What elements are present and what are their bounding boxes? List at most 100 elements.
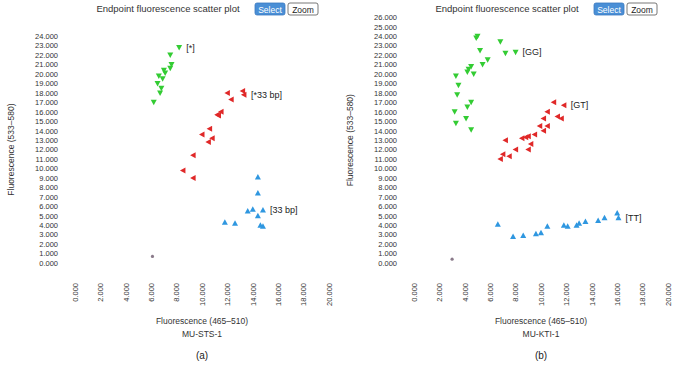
y-tick-label: 18.000 <box>35 89 58 98</box>
y-tick-label: 2.000 <box>39 240 58 249</box>
y-tick-label: 16.000 <box>374 108 397 117</box>
point <box>471 72 477 78</box>
y-tick-label: 22.000 <box>35 51 58 60</box>
x-tick-label: 12.000 <box>223 283 232 306</box>
point <box>533 231 539 237</box>
point <box>151 100 157 106</box>
x-tick-label: 2.000 <box>435 283 444 302</box>
x-tick-label: 18.000 <box>638 283 647 306</box>
point <box>463 116 469 122</box>
point <box>473 36 479 42</box>
y-tick-label: 14.000 <box>35 127 58 136</box>
button[interactable]: Zoom <box>631 5 653 15</box>
y-tick-label: 21.000 <box>35 60 58 69</box>
y-tick-label: 20.000 <box>374 70 397 79</box>
subtitle: MU-KTI-1 <box>523 329 560 339</box>
x-tick-label: 16.000 <box>613 283 622 306</box>
point <box>260 207 266 213</box>
x-tick-label: 14.000 <box>249 283 258 306</box>
cluster-label: [GG] <box>523 47 542 57</box>
button-bg[interactable] <box>255 3 285 15</box>
point <box>561 102 567 108</box>
x-tick-label: 0.000 <box>410 283 419 302</box>
point <box>614 210 620 216</box>
point <box>455 83 461 89</box>
point <box>497 156 503 162</box>
x-tick-label: 8.000 <box>511 283 520 302</box>
y-tick-label: 23.000 <box>374 41 397 50</box>
y-tick-label: 7.000 <box>378 193 397 202</box>
x-tick-label: 16.000 <box>274 283 283 306</box>
point <box>250 206 256 212</box>
point <box>167 53 173 59</box>
button-bg[interactable] <box>594 3 624 15</box>
series <box>151 45 182 105</box>
y-tick-label: 10.000 <box>35 164 58 173</box>
y-tick-label: 17.000 <box>374 98 397 107</box>
point <box>228 97 234 103</box>
point <box>255 213 261 219</box>
point <box>485 57 491 63</box>
x-axis-label: Fluorescence (465–510) <box>495 316 587 326</box>
point <box>541 128 547 134</box>
point <box>190 175 196 181</box>
x-tick-label: 6.000 <box>147 283 156 302</box>
y-tick-label: 20.000 <box>35 70 58 79</box>
point <box>477 48 483 54</box>
y-tick-label: 7.000 <box>39 193 58 202</box>
point <box>190 152 196 158</box>
point <box>551 99 557 105</box>
x-tick-label: 8.000 <box>172 283 181 302</box>
button[interactable]: Select <box>258 5 282 15</box>
y-tick-label: 17.000 <box>35 98 58 107</box>
cluster-label: [*33 bp] <box>251 90 282 100</box>
point <box>452 109 458 115</box>
y-tick-label: 26.000 <box>374 13 397 22</box>
series <box>452 34 519 133</box>
button[interactable]: Select <box>597 5 621 15</box>
cluster-label: [TT] <box>625 213 641 223</box>
x-tick-label: 10.000 <box>537 283 546 306</box>
cluster-label: [GT] <box>571 100 589 110</box>
point <box>151 255 154 258</box>
y-tick-label: 9.000 <box>378 174 397 183</box>
cluster-label: [*] <box>186 43 195 53</box>
y-tick-label: 5.000 <box>39 212 58 221</box>
point <box>464 105 470 111</box>
y-tick-label: 6.000 <box>39 202 58 211</box>
point <box>519 135 525 141</box>
y-tick-label: 12.000 <box>374 145 397 154</box>
title: Endpoint fluorescence scatter plot <box>96 3 239 14</box>
y-tick-label: 21.000 <box>374 60 397 69</box>
panel-label: (a) <box>196 350 208 361</box>
y-tick-label: 19.000 <box>374 79 397 88</box>
point <box>513 50 519 56</box>
x-tick-label: 2.000 <box>96 283 105 302</box>
point <box>454 92 460 98</box>
point <box>510 234 516 240</box>
cluster-label: [33 bp] <box>270 205 298 215</box>
point <box>480 62 486 68</box>
y-tick-label: 1.000 <box>39 249 58 258</box>
y-tick-label: 6.000 <box>378 202 397 211</box>
point <box>180 167 186 173</box>
x-tick-label: 4.000 <box>461 283 470 302</box>
point <box>506 153 512 159</box>
y-tick-label: 18.000 <box>374 89 397 98</box>
point <box>502 51 508 57</box>
y-tick-label: 0.000 <box>378 259 397 268</box>
point <box>158 86 164 92</box>
button[interactable]: Zoom <box>292 5 314 15</box>
point <box>222 219 228 225</box>
y-tick-label: 3.000 <box>378 230 397 239</box>
y-tick-label: 15.000 <box>374 117 397 126</box>
y-tick-label: 22.000 <box>374 51 397 60</box>
point <box>157 90 163 96</box>
y-tick-label: 1.000 <box>378 249 397 258</box>
y-axis-label: Fluorescence (533–580) <box>6 103 16 195</box>
button-bg[interactable] <box>288 3 318 15</box>
point <box>468 127 474 132</box>
x-tick-label: 4.000 <box>122 283 131 302</box>
point <box>537 123 543 129</box>
button-bg[interactable] <box>627 3 657 15</box>
